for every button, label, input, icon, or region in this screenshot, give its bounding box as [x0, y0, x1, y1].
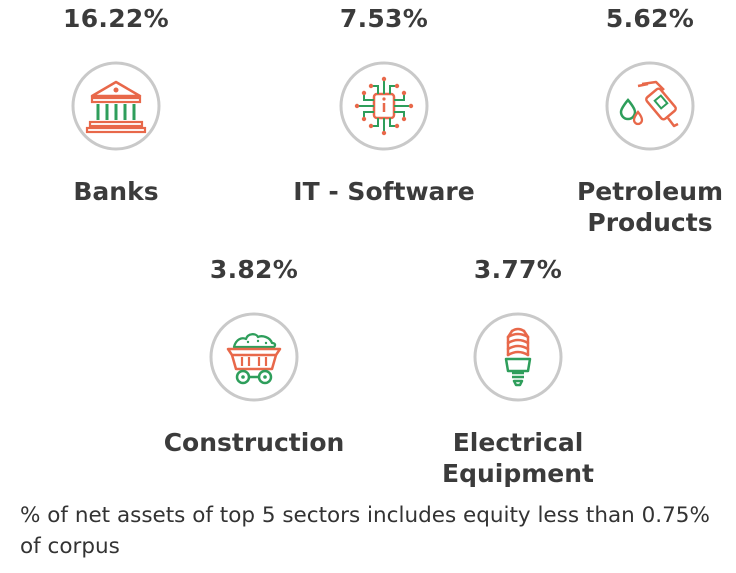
sector-name: Petroleum Products — [576, 177, 724, 237]
bank-icon — [70, 60, 162, 152]
mine-cart-icon — [208, 311, 300, 403]
sector-name: IT - Software — [293, 177, 475, 206]
cfl-bulb-icon — [472, 311, 564, 403]
sector-percentage: 3.77% — [473, 255, 563, 284]
footnote: % of net assets of top 5 sectors include… — [20, 503, 710, 559]
sector-percentage: 7.53% — [339, 4, 429, 33]
sector-name: Banks — [73, 177, 159, 206]
fuel-nozzle-icon — [604, 60, 696, 152]
sector-percentage: 3.82% — [209, 255, 299, 284]
sector-name: Construction — [163, 428, 345, 457]
sector-percentage: 16.22% — [63, 4, 169, 33]
sector-percentage: 5.62% — [605, 4, 695, 33]
circuit-chip-icon — [338, 60, 430, 152]
sector-name: Electrical Equipment — [442, 428, 594, 488]
